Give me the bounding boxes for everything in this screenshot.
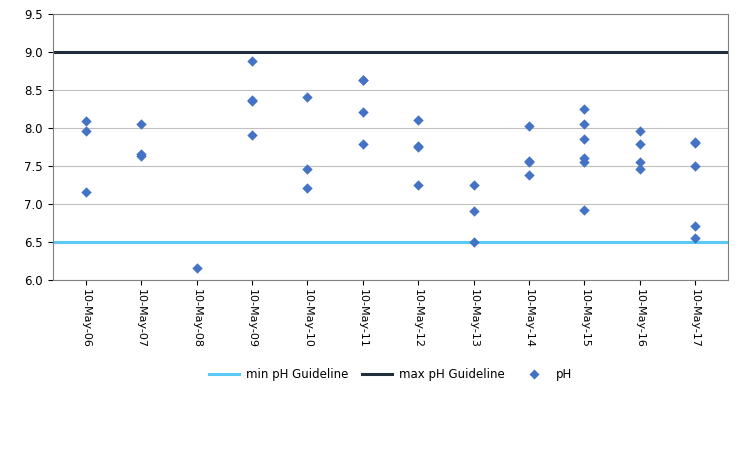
Point <box>523 171 535 178</box>
Point <box>246 97 258 104</box>
Point <box>578 158 590 166</box>
Point <box>135 120 147 127</box>
Point <box>191 265 203 272</box>
Point <box>578 206 590 213</box>
Point <box>135 152 147 159</box>
Point <box>578 105 590 112</box>
Point <box>578 120 590 127</box>
Point <box>357 76 369 83</box>
Point <box>301 166 313 173</box>
Point <box>135 151 147 158</box>
Point <box>301 185 313 192</box>
Point <box>357 109 369 116</box>
Point <box>357 77 369 84</box>
Point <box>634 158 646 166</box>
Point <box>80 128 92 135</box>
Point <box>689 139 701 147</box>
Point <box>578 135 590 143</box>
Point <box>412 181 424 188</box>
Point <box>412 143 424 150</box>
Legend: min pH Guideline, max pH Guideline, pH: min pH Guideline, max pH Guideline, pH <box>204 363 577 386</box>
Point <box>246 57 258 64</box>
Point <box>412 116 424 124</box>
Point <box>80 189 92 196</box>
Point <box>246 97 258 105</box>
Point <box>246 132 258 139</box>
Point <box>689 223 701 230</box>
Point <box>634 128 646 135</box>
Point <box>357 141 369 148</box>
Point <box>301 93 313 101</box>
Point <box>468 181 480 188</box>
Point <box>578 154 590 161</box>
Point <box>468 207 480 215</box>
Point <box>634 166 646 173</box>
Point <box>523 158 535 166</box>
Point <box>468 238 480 245</box>
Point <box>634 141 646 148</box>
Point <box>689 138 701 146</box>
Point <box>523 122 535 129</box>
Point <box>523 157 535 165</box>
Point <box>412 142 424 149</box>
Point <box>689 162 701 169</box>
Point <box>80 118 92 125</box>
Point <box>689 234 701 241</box>
